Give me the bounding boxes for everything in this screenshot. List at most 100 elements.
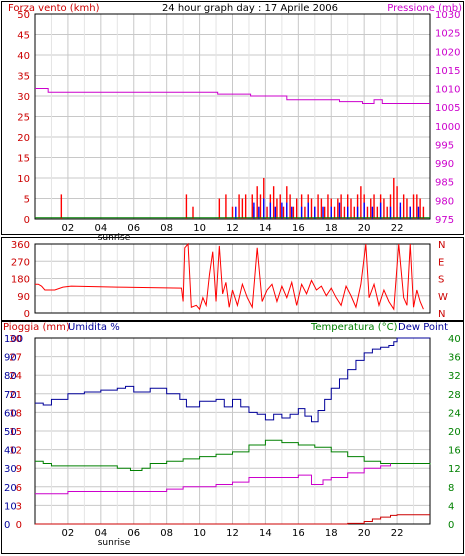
wind-axis-tick: 20 [17, 133, 30, 144]
rain-axis-tick: 18 [9, 408, 22, 419]
temperature-axis-tick: 0 [448, 520, 454, 531]
temperature-axis-tick: 16 [448, 446, 461, 457]
wind-axis-tick: 5 [24, 195, 30, 206]
humidity-line [35, 337, 430, 423]
temperature-axis-label: Temperatura (°C) [310, 322, 398, 333]
x-axis-tick: 10 [193, 528, 206, 539]
pressure-axis-tick: 1005 [435, 103, 460, 114]
direction-axis-tick: 360 [11, 240, 30, 251]
temperature-axis-tick: 24 [448, 408, 461, 419]
pressure-axis-label: Pressione (mb) [387, 3, 462, 14]
humidity-axis-tick: 80 [4, 371, 17, 382]
pressure-line [35, 88, 430, 104]
direction-axis-tick: 0 [24, 309, 30, 320]
rain-axis-tick: 6 [16, 483, 22, 494]
x-axis-tick: 02 [62, 528, 75, 539]
pressure-axis-tick: 1030 [435, 10, 460, 21]
sunrise-label: sunrise [98, 538, 131, 548]
plot-area-direction [34, 243, 431, 314]
pressure-axis-tick: 990 [435, 159, 454, 170]
dewpoint-line [35, 463, 391, 495]
rain-axis-tick: 30 [9, 334, 22, 345]
chart-title: 24 hour graph day : 17 Aprile 2006 [162, 3, 338, 14]
pressure-axis-tick: 1020 [435, 47, 460, 58]
temperature-axis-tick: 36 [448, 353, 461, 364]
x-axis-tick: 08 [160, 528, 173, 539]
temperature-axis-tick: 4 [448, 501, 454, 512]
x-axis-tick: 04 [94, 223, 107, 234]
direction-axis-tick: 180 [11, 275, 30, 286]
humidity-axis-tick: 0 [4, 520, 10, 531]
humidity-axis-tick: 40 [4, 446, 17, 457]
rain-axis-tick: 21 [9, 390, 22, 401]
dewpoint-axis-label: Dew Point [398, 322, 448, 333]
temperature-axis-tick: 20 [448, 427, 461, 438]
temperature-axis-tick: 40 [448, 334, 461, 345]
x-axis-tick: 20 [358, 223, 371, 234]
direction-axis-tick: 270 [11, 257, 30, 268]
temperature-axis-tick: 32 [448, 371, 461, 382]
rain-axis-tick: 9 [16, 464, 22, 475]
humidity-axis-tick: 70 [4, 390, 17, 401]
x-axis-tick: 18 [325, 223, 338, 234]
panel-frame-direction [1, 237, 464, 322]
pressure-axis-tick: 975 [435, 215, 454, 226]
rain-axis-tick: 15 [9, 427, 22, 438]
temperature-line [35, 439, 431, 472]
compass-label: N [438, 240, 445, 251]
rain-line [35, 514, 430, 525]
rain-axis-tick: 27 [9, 353, 22, 364]
wind-axis-label: Forza vento (kmh) [8, 3, 100, 14]
temperature-axis-tick: 28 [448, 390, 461, 401]
compass-label: E [438, 257, 444, 268]
panel-frame-wind [1, 1, 464, 235]
humidity-axis-tick: 90 [4, 353, 17, 364]
pressure-axis-tick: 985 [435, 178, 454, 189]
x-axis-tick: 08 [160, 223, 173, 234]
humidity-axis-tick: 30 [4, 464, 17, 475]
rain-axis-label: Pioggia (mm) [3, 322, 70, 333]
x-axis-tick: 22 [391, 223, 404, 234]
pressure-axis-tick: 1000 [435, 122, 460, 133]
humidity-axis-tick: 50 [4, 427, 17, 438]
wind-axis-tick: 25 [17, 113, 30, 124]
sunrise-label: sunrise [98, 233, 131, 243]
rain-axis-tick: 0 [16, 520, 22, 531]
compass-label: S [438, 275, 444, 286]
pressure-axis-tick: 1010 [435, 85, 460, 96]
x-axis-tick: 10 [193, 223, 206, 234]
rain-axis-tick: 12 [9, 446, 22, 457]
panel-frame-temperature [1, 320, 464, 554]
wind-axis-tick: 10 [17, 174, 30, 185]
x-axis-tick: 14 [259, 223, 272, 234]
compass-label: W [438, 292, 448, 303]
pressure-axis-tick: 980 [435, 196, 454, 207]
x-axis-tick: 14 [259, 528, 272, 539]
x-axis-tick: 02 [62, 223, 75, 234]
temperature-axis-tick: 8 [448, 483, 454, 494]
direction-axis-tick: 90 [17, 292, 30, 303]
x-axis-tick: 04 [94, 528, 107, 539]
humidity-axis-label: Umidita % [68, 322, 120, 333]
wind-axis-tick: 15 [17, 154, 30, 165]
pressure-axis-tick: 1025 [435, 29, 460, 40]
x-axis-tick: 16 [292, 223, 305, 234]
rain-axis-tick: 24 [9, 371, 22, 382]
wind-axis-tick: 0 [24, 215, 30, 226]
x-axis-tick: 06 [127, 223, 140, 234]
x-axis-tick: 18 [325, 528, 338, 539]
wind-axis-tick: 50 [17, 10, 30, 21]
humidity-axis-tick: 10 [4, 501, 17, 512]
wind-axis-tick: 40 [17, 51, 30, 62]
x-axis-tick: 20 [358, 528, 371, 539]
humidity-axis-tick: 100 [4, 334, 23, 345]
wind-direction-line [35, 242, 424, 311]
x-axis-tick: 06 [127, 528, 140, 539]
compass-label: N [438, 309, 445, 320]
x-axis-tick: 22 [391, 528, 404, 539]
temperature-axis-tick: 12 [448, 464, 461, 475]
wind-axis-tick: 30 [17, 92, 30, 103]
rain-axis-tick: 3 [16, 501, 22, 512]
